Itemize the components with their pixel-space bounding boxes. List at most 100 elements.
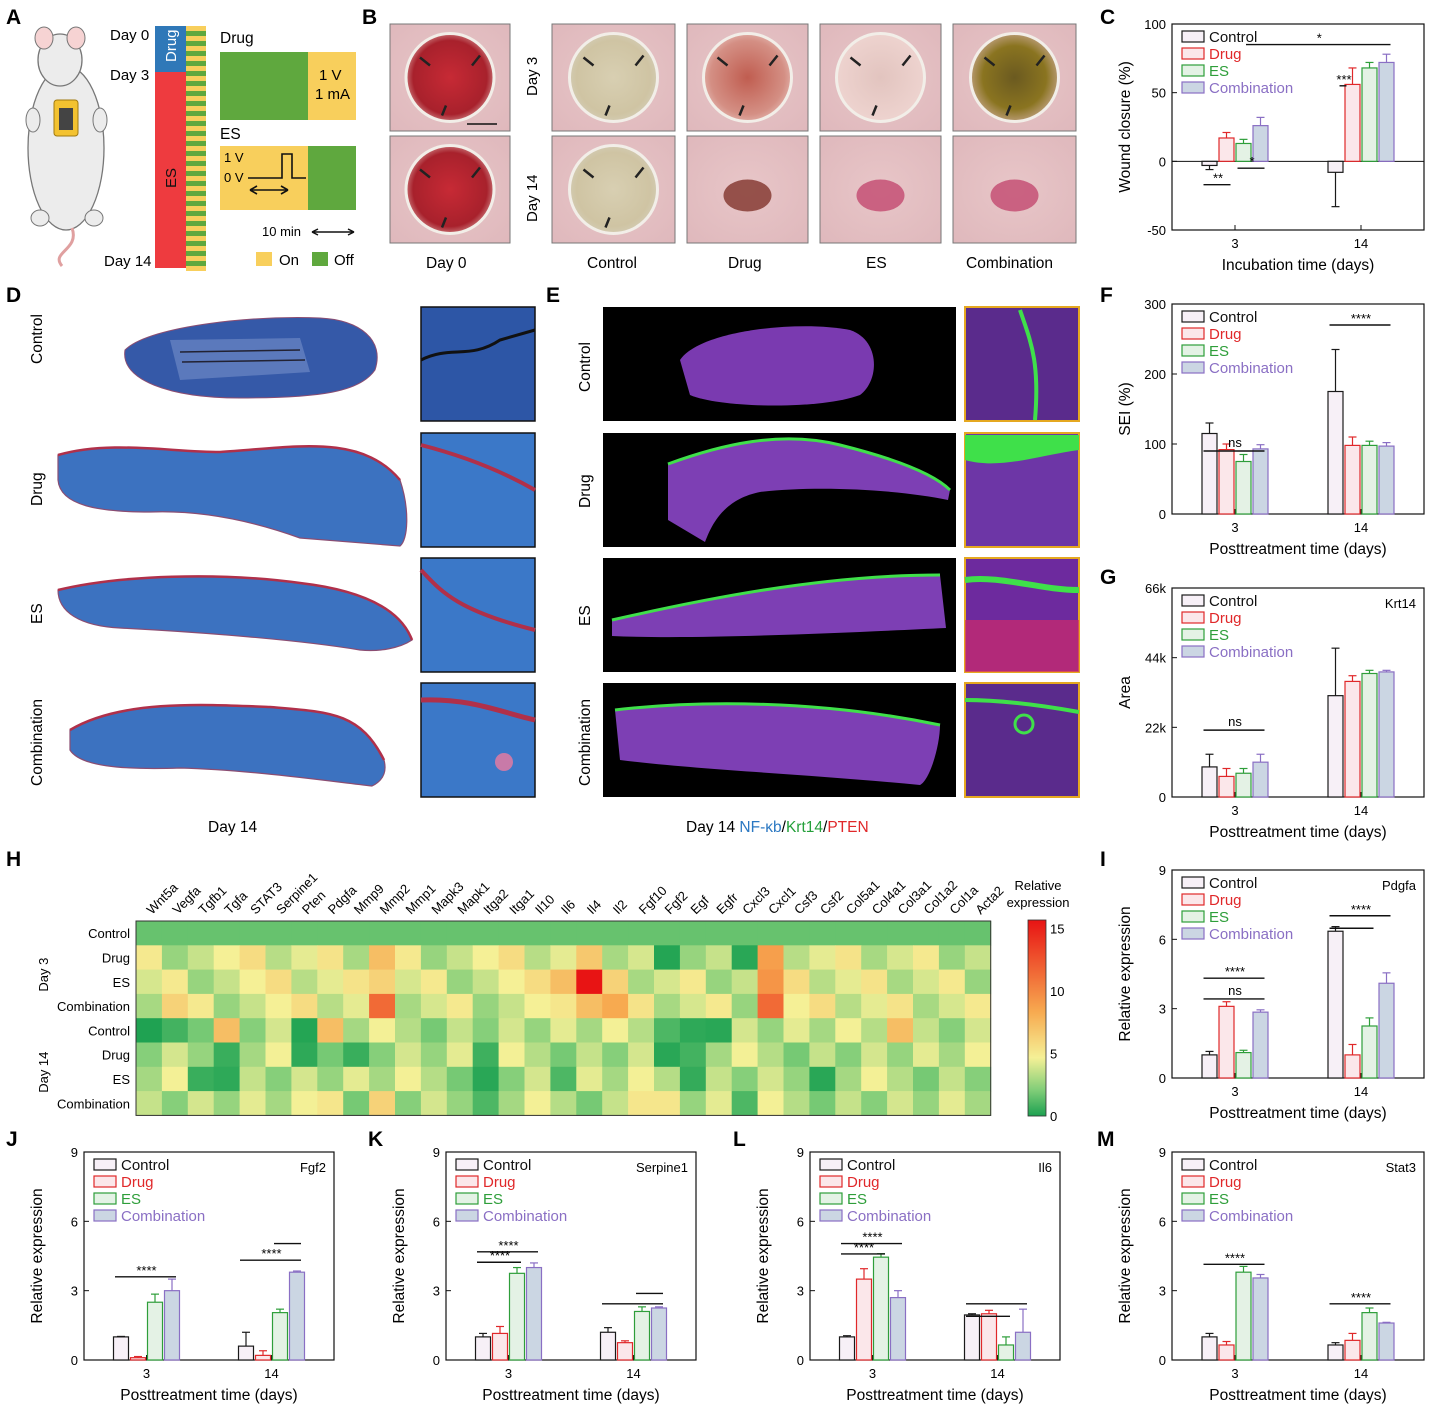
heatmap-cell: [472, 945, 500, 971]
colorbar-slice: [1028, 1028, 1046, 1030]
colorbar-slice: [1028, 1029, 1046, 1031]
significance-label: ****: [498, 1238, 518, 1253]
heatmap-cell: [265, 945, 292, 971]
legend-swatch: [1181, 327, 1205, 340]
heatmap-cell: [395, 969, 422, 995]
legend-label: ES: [1209, 1191, 1229, 1208]
heatmap-cell: [213, 969, 241, 995]
heatmap-cell: [265, 993, 292, 1019]
row-label: Drug: [102, 1048, 130, 1063]
heatmap-cell: [395, 1066, 422, 1092]
plot-frame: [809, 1151, 1061, 1361]
bar: [1235, 460, 1252, 515]
colorbar-slice: [1028, 998, 1046, 1000]
heatmap-cell: [213, 1018, 241, 1043]
heatmap-cell: [705, 993, 733, 1019]
x-tick-label: 3: [143, 1366, 150, 1381]
heatmap-cell: [317, 1066, 344, 1092]
heatmap-cell: [757, 1091, 784, 1116]
stripe: [186, 226, 206, 231]
heatmap-cell: [136, 1042, 163, 1068]
y-tick-label: 6: [433, 1214, 440, 1229]
heatmap-cell: [343, 1066, 370, 1092]
heatmap-cell: [498, 1042, 525, 1068]
colorbar-slice: [1028, 1091, 1046, 1093]
colorbar-slice: [1028, 1011, 1046, 1013]
significance-label: ****: [1225, 1250, 1245, 1265]
heatmap-cell: [550, 969, 577, 995]
heatmap-cell: [731, 969, 759, 995]
colorbar-slice: [1028, 1018, 1046, 1020]
x-tick-label: 3: [869, 1366, 876, 1381]
heatmap-cell: [913, 993, 940, 1019]
colorbar-slice: [1028, 1092, 1046, 1094]
heatmap-cell: [938, 1091, 966, 1116]
legend-label: Combination: [1209, 80, 1293, 97]
colorbar-slice: [1028, 1094, 1046, 1096]
heatmap-cell: [679, 921, 707, 946]
colorbar-slice: [1028, 1093, 1046, 1095]
bar: [1201, 160, 1218, 167]
x-axis-label: Posttreatment time (days): [482, 1387, 659, 1404]
y-tick-label: 6: [1159, 1214, 1166, 1229]
y-tick-label: 0: [433, 1353, 440, 1368]
heatmap-cell: [343, 993, 370, 1019]
heatmap-cell: [136, 1091, 163, 1116]
panel-letter-l: L: [733, 1128, 746, 1151]
heatmap-cell: [187, 993, 215, 1019]
colorbar-slice: [1028, 1087, 1046, 1089]
heatmap-cell: [809, 945, 836, 971]
heatmap-cell: [887, 1042, 914, 1068]
heatmap-cell: [964, 1091, 992, 1116]
heatmap-cell: [187, 921, 215, 946]
heatmap-cell: [576, 1018, 603, 1043]
y-axis-label: SEI (%): [1117, 382, 1134, 435]
heatmap-cell: [472, 1018, 500, 1043]
bar: [1327, 695, 1344, 798]
heatmap-cell: [809, 1018, 836, 1043]
heatmap-cell: [550, 1091, 577, 1116]
heatmap-cell: [757, 969, 784, 995]
colorbar-slice: [1028, 1057, 1046, 1059]
heatmap-cell: [964, 1066, 992, 1092]
colorbar-slice: [1028, 972, 1046, 974]
colorbar-slice: [1028, 924, 1046, 926]
bar: [1235, 1271, 1252, 1361]
day3-label: Day 3: [110, 67, 149, 84]
panel-e: Control Drug ES Combination: [577, 306, 1080, 836]
colorbar-slice: [1028, 1113, 1046, 1115]
stripe: [186, 161, 206, 166]
heatmap-cell: [809, 969, 836, 995]
colorbar-slice: [1028, 923, 1046, 925]
heatmap-cell: [395, 1042, 422, 1068]
drug-phase-label: Drug: [163, 29, 180, 62]
chart-title: Pdgfa: [1382, 878, 1417, 893]
on-off-stripes: [186, 26, 206, 271]
bar: [1252, 448, 1269, 515]
colorbar-slice: [1028, 1105, 1046, 1107]
colorbar-slice: [1028, 978, 1046, 980]
heatmap-cell: [938, 1066, 966, 1092]
colorbar-slice: [1028, 1108, 1046, 1110]
colorbar-slice: [1028, 927, 1046, 929]
es-waveform-title: ES: [220, 126, 241, 143]
bar: [650, 1307, 668, 1361]
colorbar-slice: [1028, 1015, 1046, 1017]
y-tick-label: 6: [797, 1214, 804, 1229]
bar: [1378, 61, 1395, 162]
significance-label: **: [1213, 171, 1223, 186]
colorbar-slice: [1028, 1048, 1046, 1050]
colorbar-slice: [1028, 1098, 1046, 1100]
y-tick-label: 9: [1159, 863, 1166, 878]
heatmap-cell: [187, 1066, 215, 1092]
heatmap-cell: [731, 921, 759, 946]
heatmap-cell: [576, 1091, 603, 1116]
chart-title: Serpine1: [636, 1160, 688, 1175]
y-tick-label: 9: [797, 1145, 804, 1160]
heatmap-cell: [213, 1042, 241, 1068]
y-tick-label: 0: [71, 1353, 78, 1368]
heatmap-cell: [861, 1091, 888, 1116]
colorbar-slice: [1028, 1039, 1046, 1041]
e-row-combination: Combination: [577, 699, 594, 786]
